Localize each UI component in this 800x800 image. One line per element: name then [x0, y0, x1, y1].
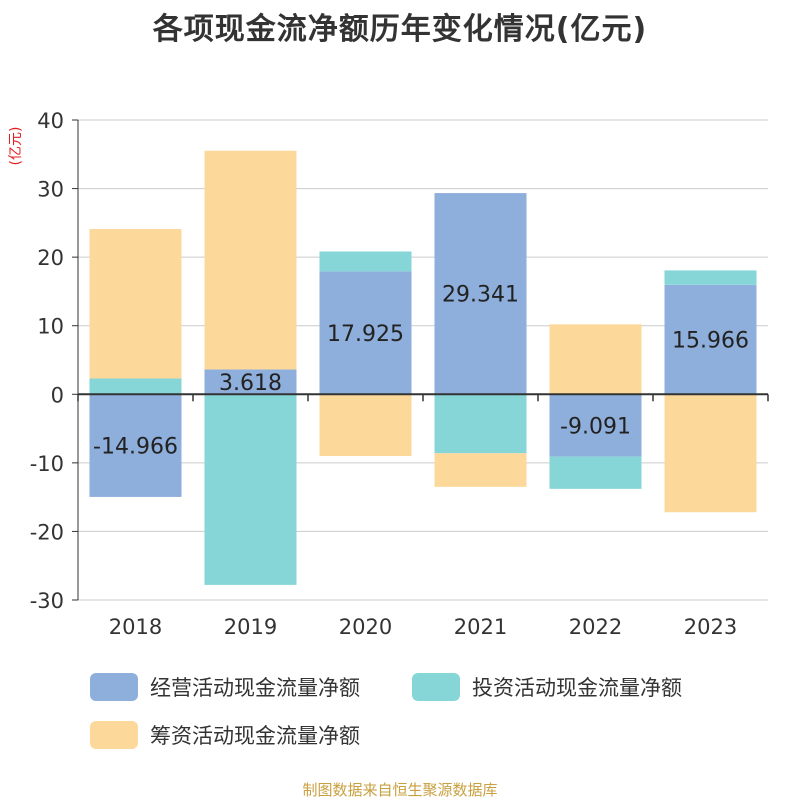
bar-segment-2018-series-1: [89, 378, 182, 395]
bar-segment-2018-series-2: [89, 229, 182, 379]
legend-label-financing: 筹资活动现金流量净额: [150, 724, 360, 748]
y-tick-label: 40: [37, 109, 64, 133]
legend-swatch-investing: [412, 673, 460, 701]
bar-segment-2022-series-1: [549, 456, 642, 489]
bar-segment-2019-series-2: [204, 150, 297, 370]
x-tick-label: 2021: [454, 615, 507, 639]
bar-segment-2023-series-2: [664, 394, 757, 513]
bar-segment-2018-series-0: [89, 394, 182, 497]
x-tick-label: 2022: [569, 615, 622, 639]
legend-item-operating[interactable]: 经营活动现金流量净额: [90, 672, 360, 702]
bar-segment-2019-series-0: [204, 369, 297, 395]
bar-segment-2023-series-1: [664, 270, 757, 285]
legend-label-operating: 经营活动现金流量净额: [150, 676, 360, 700]
x-tick-label: 2018: [109, 615, 162, 639]
data-label-2021: 29.341: [442, 283, 519, 308]
data-label-2020: 17.925: [327, 322, 404, 347]
y-tick-label: 30: [37, 178, 64, 202]
y-tick-label: 10: [37, 315, 64, 339]
legend-swatch-financing: [90, 721, 138, 749]
y-tick-label: -20: [30, 520, 64, 544]
bar-segment-2022-series-2: [549, 324, 642, 395]
data-label-2022: -9.091: [560, 414, 631, 439]
legend-label-investing: 投资活动现金流量净额: [472, 676, 682, 700]
data-label-2019: 3.618: [219, 371, 282, 396]
bar-segment-2021-series-2: [434, 453, 527, 487]
legend-swatch-operating: [90, 673, 138, 701]
y-axis-label: (亿元): [8, 127, 24, 166]
chart-title: 各项现金流净额历年变化情况(亿元): [152, 12, 648, 47]
y-tick-label: -10: [30, 452, 64, 476]
x-tick-label: 2020: [339, 615, 392, 639]
source-note: 制图数据来自恒生聚源数据库: [302, 781, 498, 799]
bar-segment-2020-series-0: [319, 271, 412, 395]
bar-segment-2022-series-0: [549, 394, 642, 457]
bar-segment-2021-series-0: [434, 193, 527, 395]
bar-segment-2021-series-1: [434, 394, 527, 454]
bar-segment-2020-series-2: [319, 394, 412, 456]
bar-segment-2023-series-0: [664, 284, 757, 395]
bar-segment-2019-series-1: [204, 394, 297, 585]
legend-item-financing[interactable]: 筹资活动现金流量净额: [90, 720, 360, 750]
legend-item-investing[interactable]: 投资活动现金流量净额: [412, 672, 682, 702]
x-tick-label: 2019: [224, 615, 277, 639]
y-tick-label: 20: [37, 246, 64, 270]
y-tick-label: -30: [30, 589, 64, 613]
y-tick-label: 0: [51, 383, 64, 407]
data-label-2023: 15.966: [672, 329, 749, 354]
data-label-2018: -14.966: [93, 435, 178, 460]
bar-segment-2020-series-1: [319, 251, 412, 272]
x-tick-label: 2023: [684, 615, 737, 639]
